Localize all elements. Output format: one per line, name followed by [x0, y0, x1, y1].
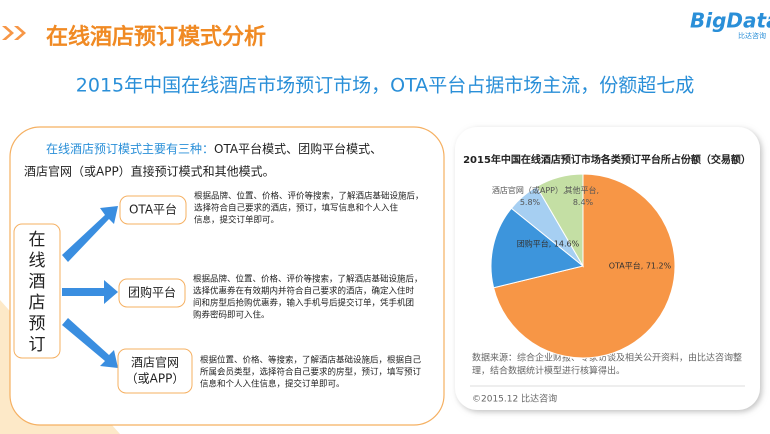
logo: BigData [690, 9, 770, 33]
chart-title: 2015年中国在线酒店预订市场各类预订平台所占份额（交易额） [463, 153, 751, 166]
data-label: 酒店官网（或APP）, 5.8% [492, 185, 568, 207]
arrow [62, 206, 118, 262]
mode-desc: 所属会员类型，选择符合自己要求的房型，预订，填写预订 [200, 367, 422, 378]
source: 数据来源：综合企业财报、专家访谈及相关公开资料，由比达咨询整 [472, 352, 742, 364]
data-label: 其他平台, 8.4% [564, 185, 601, 207]
root-char: 线 [29, 251, 46, 271]
pie-slice [493, 173, 676, 359]
mode-box [117, 348, 193, 394]
left-panel [9, 126, 445, 426]
data-label: OTA平台, 71.2% [609, 261, 672, 271]
mode-desc: 间和房型后抢购优惠券，输入手机号后提交订单，凭手机团 [193, 298, 414, 309]
mode-desc: 选择符合自己要求的酒店，预订，填写信息和个人入住 [194, 203, 399, 214]
intro: 在线酒店预订模式主要有三种：OTA平台模式、团购平台模式、 [46, 141, 382, 156]
mode-box [119, 195, 187, 225]
copyright: ©2015.12 比达咨询 [472, 393, 557, 405]
data-label: 团购平台, 14.6% [517, 239, 580, 249]
mode-label: （或APP） [126, 372, 185, 386]
pie-slice [490, 207, 585, 289]
arrow [62, 280, 118, 304]
chevron [14, 26, 26, 40]
mode-desc: 信息和个人入住信息，提交订单即可。 [200, 379, 345, 390]
root-char: 店 [29, 293, 46, 313]
intro: 酒店官网（或APP）直接预订模式和其他模式。 [24, 164, 275, 179]
root-char: 订 [29, 335, 46, 355]
source: 理，结合数据统计模型进行核算得出。 [472, 365, 625, 377]
subtitle: 2015年中国在线酒店市场预订市场，OTA平台占据市场主流，份额超七成 [76, 75, 694, 97]
root-char: 预 [29, 314, 46, 334]
chevron [2, 26, 14, 40]
pie-slice [535, 173, 584, 268]
root-char: 酒 [29, 272, 46, 292]
root-char: 在 [29, 230, 46, 250]
mode-box [118, 278, 186, 308]
logo-sub: 比达咨询 [738, 31, 766, 40]
mode-desc: 信息，提交订单即可。 [194, 215, 279, 226]
mode-label: OTA平台 [129, 202, 177, 217]
mode-desc: 根据品牌、位置、价格、评价等搜索，了解酒店基础设施后， [193, 274, 423, 285]
mode-desc: 选择优惠券在有效期内并符合自己要求的酒店，确定入住时 [193, 286, 415, 297]
mode-desc: 根据品牌、位置、价格、评价等搜索，了解酒店基础设施后， [194, 191, 424, 202]
mode-desc: 根据位置、价格、等搜索，了解酒店基础设施后，根据自己 [200, 355, 422, 366]
root-box [13, 223, 61, 359]
mode-label: 酒店官网 [131, 355, 179, 370]
title: 在线酒店预订模式分析 [46, 24, 266, 50]
arrow [62, 318, 118, 368]
mode-label: 团购平台 [128, 285, 176, 300]
mode-desc: 购券密码即可入住。 [193, 310, 270, 321]
